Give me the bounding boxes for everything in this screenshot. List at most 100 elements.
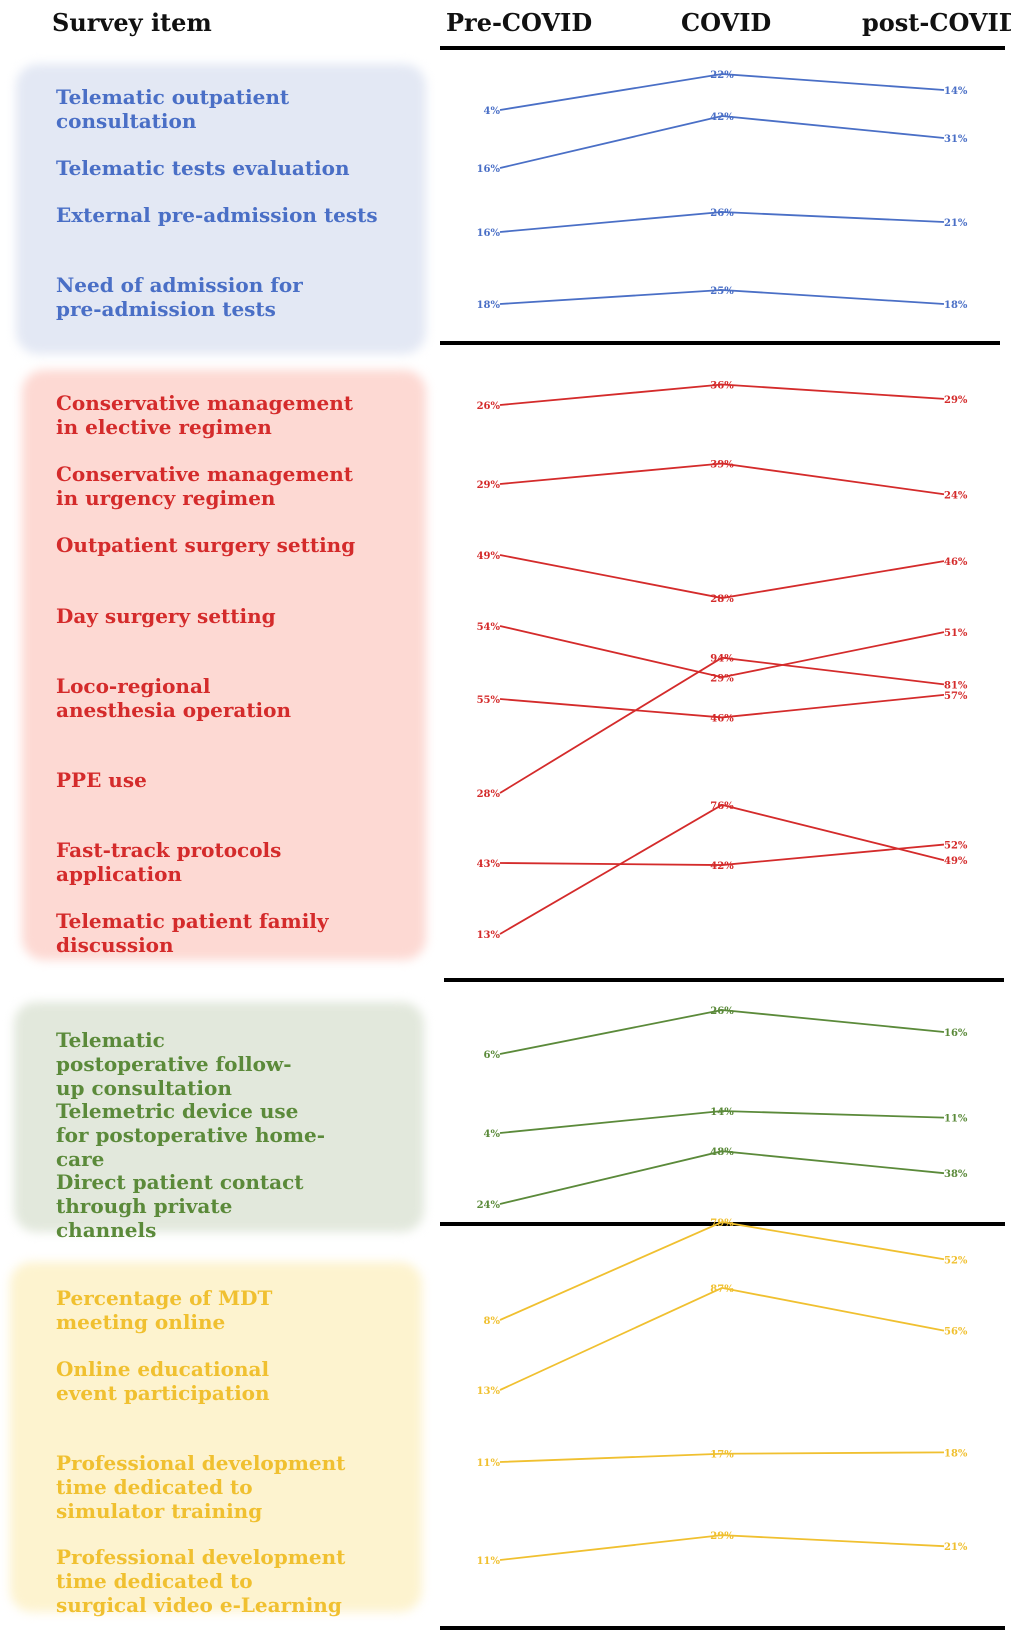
data-label: 55% — [477, 695, 501, 706]
item-label: Direct patient contact through private c… — [56, 1170, 304, 1242]
panel-green — [14, 1002, 424, 1232]
item-label: External pre-admission tests — [56, 203, 378, 227]
data-label: 17% — [710, 1450, 734, 1461]
series-line — [499, 383, 945, 406]
panel-blue — [16, 64, 426, 354]
data-label: 29% — [477, 480, 501, 491]
item-label: Telematic patient family discussion — [56, 909, 329, 957]
panel-red — [22, 370, 426, 960]
item-label: Conservative management in elective regi… — [56, 391, 354, 439]
rule-bottom — [440, 1626, 1005, 1630]
series-line — [499, 625, 945, 679]
series-line — [499, 289, 945, 305]
data-label: 16% — [477, 228, 501, 239]
data-label: 29% — [710, 673, 734, 684]
data-label: 24% — [477, 1200, 501, 1211]
item-label: Online educational event participation — [56, 1357, 270, 1405]
header-survey-item: Survey item — [52, 8, 212, 37]
item-label: Day surgery setting — [56, 604, 276, 628]
header-pre-covid: Pre-COVID — [446, 8, 593, 37]
data-label: 42% — [710, 112, 734, 123]
data-label: 26% — [710, 1006, 734, 1017]
data-label: 76% — [710, 801, 734, 812]
header-covid: COVID — [681, 8, 772, 37]
data-label: 94% — [710, 654, 734, 665]
data-label: 4% — [484, 106, 501, 117]
item-label: Need of admission for pre-admission test… — [56, 273, 303, 321]
data-label: 39% — [710, 460, 734, 471]
data-label: 26% — [710, 208, 734, 219]
series-line — [499, 656, 945, 794]
series-line — [499, 554, 945, 599]
data-label: 42% — [710, 861, 734, 872]
data-label: 46% — [944, 557, 968, 568]
data-label: 38% — [944, 1169, 968, 1180]
item-label: Professional development time dedicated … — [56, 1545, 346, 1617]
item-label: Telematic postoperative follow-up consul… — [56, 1028, 292, 1100]
series-line — [499, 462, 945, 496]
data-label: 36% — [710, 381, 734, 392]
data-label: 18% — [944, 1448, 968, 1459]
item-label: Percentage of MDT meeting online — [56, 1286, 273, 1334]
item-label: Professional development time dedicated … — [56, 1451, 346, 1523]
data-label: 31% — [944, 134, 968, 145]
rule-3 — [440, 1222, 1005, 1226]
series-line — [499, 115, 945, 169]
data-label: 52% — [944, 841, 968, 852]
data-label: 6% — [484, 1050, 501, 1061]
data-label: 29% — [944, 395, 968, 406]
item-label: Outpatient surgery setting — [56, 533, 356, 557]
item-label: Telemetric device use for postoperative … — [56, 1099, 326, 1171]
data-label: 57% — [944, 691, 968, 702]
data-label: 29% — [710, 1531, 734, 1542]
data-label: 49% — [944, 856, 968, 867]
series-line — [499, 73, 945, 111]
item-label: Telematic tests evaluation — [56, 156, 350, 180]
data-label: 81% — [944, 680, 968, 691]
data-label: 14% — [944, 86, 968, 97]
series-line — [499, 843, 945, 866]
series-line — [499, 211, 945, 233]
data-label: 46% — [710, 713, 734, 724]
series-line — [499, 1286, 945, 1391]
item-label: Telematic outpatient consultation — [56, 85, 290, 133]
data-label: 11% — [477, 1458, 501, 1469]
series-line — [499, 1451, 945, 1463]
data-label: 11% — [477, 1556, 501, 1567]
data-label: 28% — [477, 789, 501, 800]
data-label: 18% — [477, 300, 501, 311]
data-label: 54% — [477, 622, 501, 633]
data-label: 25% — [710, 286, 734, 297]
data-label: 49% — [477, 551, 501, 562]
data-label: 87% — [710, 1284, 734, 1295]
item-label: Loco-regional anesthesia operation — [56, 674, 292, 722]
series-line — [499, 803, 945, 935]
data-label: 21% — [944, 1542, 968, 1553]
series-line — [499, 1534, 945, 1561]
series-line — [499, 694, 945, 719]
item-label: PPE use — [56, 768, 147, 792]
series-line — [499, 1221, 945, 1321]
data-label: 48% — [710, 1147, 734, 1158]
data-label: 13% — [477, 930, 501, 941]
item-label: Conservative management in urgency regim… — [56, 462, 354, 510]
data-label: 24% — [944, 490, 968, 501]
data-label: 13% — [477, 1386, 501, 1397]
panel-yellow — [10, 1262, 422, 1612]
rule-1 — [440, 341, 1000, 345]
item-label: Fast-track protocols application — [56, 838, 282, 886]
data-label: 56% — [944, 1327, 968, 1338]
data-label: 16% — [944, 1028, 968, 1039]
data-label: 18% — [944, 300, 968, 311]
header-post-covid: post-COVID — [862, 8, 1011, 37]
data-label: 16% — [477, 164, 501, 175]
data-label: 51% — [944, 628, 968, 639]
data-label: 8% — [484, 1316, 501, 1327]
data-label: 11% — [944, 1114, 968, 1125]
data-label: 22% — [710, 70, 734, 81]
rule-2 — [444, 978, 1004, 982]
data-label: 28% — [710, 594, 734, 605]
data-label: 4% — [484, 1129, 501, 1140]
data-label: 52% — [944, 1255, 968, 1266]
